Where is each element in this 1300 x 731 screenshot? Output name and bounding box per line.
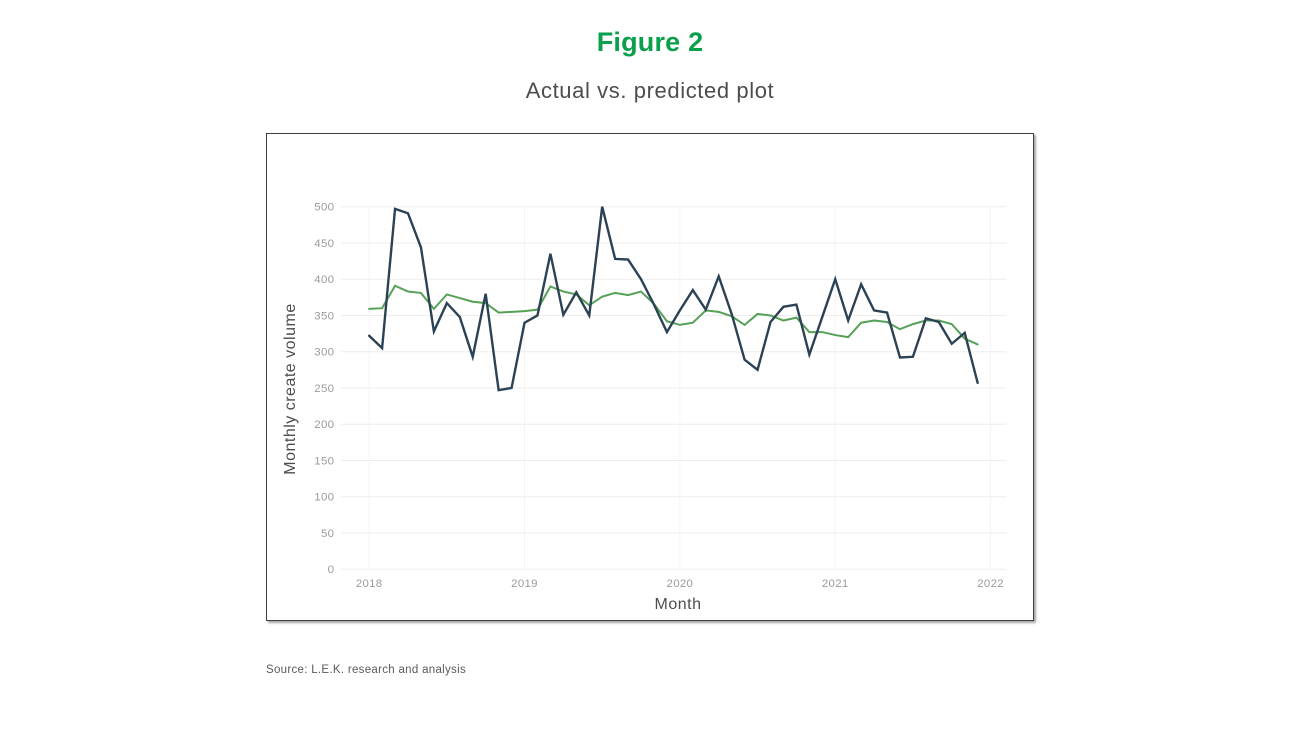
y-tick-label: 150	[314, 455, 334, 467]
x-tick-label: 2019	[511, 578, 538, 590]
y-tick-label: 100	[314, 492, 334, 504]
y-tick-label: 300	[314, 347, 334, 359]
chart-frame: 0 50 100 150 200 250 300 350 400 450 500 2018 2019 20…	[266, 133, 1034, 621]
y-tick-label: 50	[321, 528, 334, 540]
x-tick-label: 2022	[977, 578, 1004, 590]
y-tick-label: 350	[314, 310, 334, 322]
y-tick-label: 0	[328, 564, 335, 576]
y-tick-label: 450	[314, 238, 334, 250]
x-tick-label: 2018	[356, 578, 383, 590]
plot-area: 0 50 100 150 200 250 300 350 400 450 500 2018 2019 20…	[314, 202, 1007, 590]
chart-subtitle: Actual vs. predicted plot	[525, 78, 775, 103]
y-tick-label: 500	[314, 202, 334, 214]
page-title: Figure 2	[596, 27, 704, 57]
y-tick-label: 400	[314, 274, 334, 286]
x-tick-label: 2020	[667, 578, 694, 590]
x-tick-label: 2021	[822, 578, 849, 590]
y-tick-label: 200	[314, 419, 334, 431]
y-axis-title: Monthly create volume	[282, 303, 299, 475]
y-tick-label: 250	[314, 383, 334, 395]
x-axis-title: Month	[654, 596, 702, 613]
source-note: Source: L.E.K. research and analysis	[266, 664, 467, 676]
actual-series-line	[367, 206, 979, 392]
